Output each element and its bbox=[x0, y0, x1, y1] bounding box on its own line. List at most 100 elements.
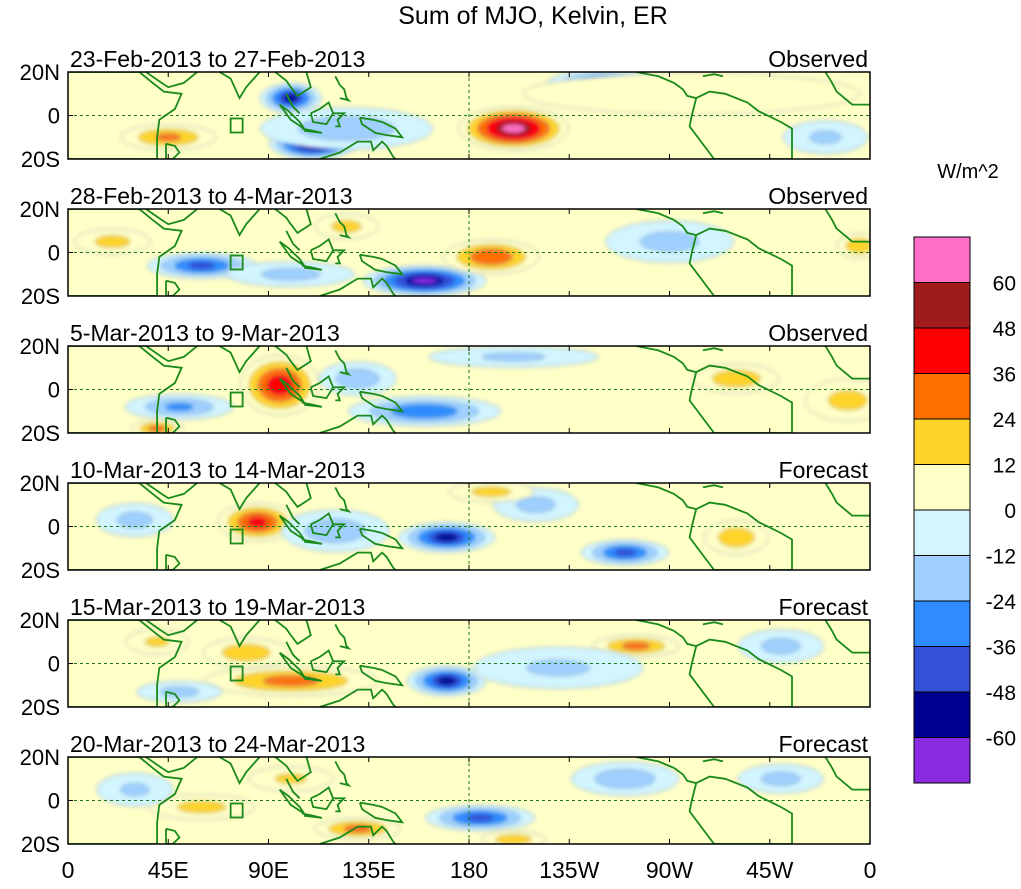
anomaly-contour bbox=[809, 130, 842, 144]
coastline bbox=[824, 72, 870, 106]
coastline bbox=[334, 349, 352, 376]
coastline bbox=[145, 346, 198, 363]
coastline bbox=[824, 346, 870, 380]
colorbar-swatch bbox=[913, 646, 971, 693]
coastline bbox=[319, 277, 397, 296]
y-tick-label: 0 bbox=[48, 652, 60, 677]
reference-box bbox=[229, 802, 244, 819]
coastline bbox=[165, 827, 181, 844]
panel-date-label: 5-Mar-2013 to 9-Mar-2013 bbox=[70, 320, 340, 346]
y-tick-label: 0 bbox=[48, 515, 60, 540]
anomaly-contour bbox=[156, 133, 181, 141]
coastline bbox=[358, 253, 405, 276]
coastline bbox=[688, 638, 793, 707]
anomaly-contour bbox=[331, 220, 362, 233]
coastline bbox=[68, 757, 183, 844]
coastline bbox=[165, 416, 181, 433]
x-tick-label: 90W bbox=[646, 857, 694, 883]
coastline bbox=[145, 483, 198, 500]
coastline bbox=[301, 675, 323, 682]
coastline bbox=[219, 483, 261, 512]
coastline bbox=[824, 209, 870, 243]
colorbar-tick-label: 12 bbox=[993, 455, 1016, 478]
y-tick-label: 0 bbox=[48, 241, 60, 266]
coastline bbox=[319, 688, 397, 707]
map-panel: 20N 0 20S 28-Feb-2013 to 4-Mar-2013 Observed bbox=[20, 183, 871, 309]
coastline bbox=[68, 483, 183, 570]
coastline bbox=[319, 551, 397, 570]
coastline bbox=[333, 386, 347, 402]
coastline bbox=[274, 483, 312, 509]
colorbar-tick-label: 24 bbox=[993, 409, 1017, 432]
panel-date-label: 15-Mar-2013 to 19-Mar-2013 bbox=[70, 594, 365, 620]
panel-status-label: Observed bbox=[768, 46, 868, 72]
colorbar-swatch bbox=[913, 327, 971, 374]
coastline bbox=[68, 620, 183, 707]
anomaly-contour bbox=[261, 268, 321, 281]
colorbar-swatch bbox=[913, 282, 971, 329]
x-tick-label: 45W bbox=[746, 857, 794, 883]
coastline bbox=[68, 346, 183, 433]
coastline bbox=[219, 209, 261, 238]
coastline bbox=[358, 116, 405, 139]
panel-status-label: Forecast bbox=[779, 457, 869, 483]
coastline bbox=[334, 486, 352, 513]
panel-status-label: Forecast bbox=[779, 594, 869, 620]
coastline bbox=[278, 514, 305, 541]
anomaly-contour bbox=[222, 644, 271, 662]
coastline bbox=[68, 209, 183, 296]
anomaly-contour bbox=[622, 642, 650, 650]
coastline bbox=[358, 801, 405, 824]
y-tick-label: 20S bbox=[21, 695, 60, 720]
coastline bbox=[301, 127, 323, 134]
chart-title: Sum of MJO, Kelvin, ER bbox=[398, 2, 668, 30]
coastline bbox=[824, 620, 870, 654]
coastline bbox=[358, 527, 405, 550]
coastline bbox=[824, 757, 870, 791]
colorbar-tick-label: -36 bbox=[986, 637, 1016, 660]
x-tick-label: 135W bbox=[539, 857, 599, 883]
y-tick-label: 0 bbox=[48, 104, 60, 129]
coastline bbox=[285, 367, 301, 388]
y-tick-label: 20S bbox=[21, 421, 60, 446]
reference-box bbox=[229, 665, 244, 682]
coastline bbox=[278, 103, 305, 130]
coastline bbox=[333, 797, 347, 813]
coastline bbox=[334, 75, 352, 102]
coastline bbox=[278, 377, 305, 404]
y-tick-label: 20S bbox=[21, 558, 60, 583]
coastline bbox=[219, 620, 261, 649]
coastline bbox=[165, 142, 181, 159]
coastline bbox=[688, 364, 793, 433]
colorbar-swatch bbox=[913, 236, 971, 283]
colorbar-tick-label: 60 bbox=[993, 273, 1016, 296]
coastline bbox=[333, 523, 347, 539]
coastline bbox=[635, 346, 697, 373]
coastline bbox=[145, 209, 198, 226]
colorbar-swatch bbox=[913, 373, 971, 420]
colorbar-tick-label: -48 bbox=[986, 682, 1016, 705]
coastline bbox=[824, 483, 870, 517]
anomaly-contour bbox=[117, 512, 153, 528]
colorbar-swatch bbox=[913, 555, 971, 602]
panel-date-label: 20-Mar-2013 to 24-Mar-2013 bbox=[70, 731, 365, 757]
anomaly-contour bbox=[283, 94, 298, 102]
coastline bbox=[334, 623, 352, 650]
y-tick-label: 20S bbox=[21, 284, 60, 309]
anomaly-contour bbox=[718, 527, 755, 547]
y-tick-label: 20N bbox=[20, 745, 60, 770]
panels-group: 20N 0 20S 23-Feb-2013 to 27-Feb-2013 Observe… bbox=[20, 46, 871, 857]
y-tick-label: 20N bbox=[20, 608, 60, 633]
coastline bbox=[333, 112, 347, 128]
coastline bbox=[145, 72, 198, 89]
coastline bbox=[219, 72, 261, 101]
coastline bbox=[688, 775, 793, 844]
colorbar: W/m^2 60 48 36 24 12 0 -12 -24 -36 -48 -60 bbox=[913, 161, 1017, 784]
reference-box bbox=[229, 117, 244, 134]
anomaly-contour bbox=[247, 517, 267, 527]
anomaly-contour bbox=[165, 403, 194, 411]
panel-status-label: Forecast bbox=[779, 731, 869, 757]
anomaly-contour bbox=[467, 814, 494, 822]
colorbar-units-label: W/m^2 bbox=[937, 161, 999, 183]
coastline bbox=[301, 401, 323, 408]
